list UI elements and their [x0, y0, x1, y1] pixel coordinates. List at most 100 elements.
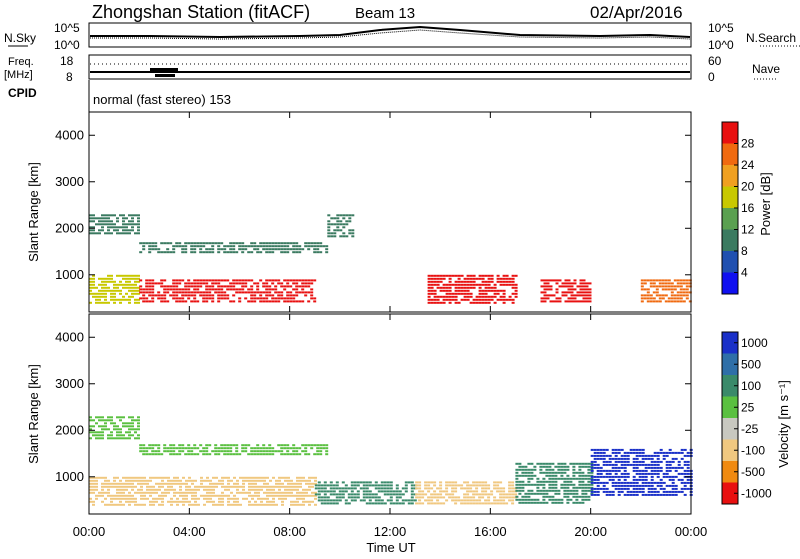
power-data-cell	[552, 300, 556, 303]
freq-right-tick-top: 60	[708, 54, 722, 68]
velocity-data-cell	[566, 486, 570, 489]
velocity-data-cell	[314, 484, 318, 487]
velocity-data-cell	[638, 451, 642, 454]
x-tick-label: 00:00	[73, 524, 106, 539]
power-data-cell	[436, 280, 440, 283]
velocity-data-cell	[182, 494, 185, 497]
power-data-cell	[496, 292, 500, 295]
velocity-data-cell	[518, 501, 522, 504]
power-data-cell	[427, 292, 431, 295]
velocity-data-cell	[226, 453, 230, 456]
power-data-cell	[253, 248, 257, 251]
velocity-data-cell	[176, 482, 179, 485]
velocity-data-cell	[172, 450, 176, 453]
power-data-cell	[430, 274, 434, 277]
power-data-cell	[292, 297, 296, 300]
power-data-cell	[110, 289, 113, 292]
velocity-data-cell	[203, 479, 206, 482]
velocity-data-cell	[128, 482, 131, 485]
power-data-cell	[514, 289, 518, 292]
velocity-data-cell	[380, 490, 384, 493]
velocity-data-cell	[142, 450, 146, 453]
power-data-cell	[567, 282, 571, 285]
velocity-data-cell	[226, 444, 230, 447]
velocity-data-cell	[257, 494, 260, 497]
power-data-cell	[688, 279, 692, 282]
velocity-data-cell	[377, 484, 381, 487]
velocity-data-cell	[410, 481, 414, 484]
velocity-data-cell	[569, 492, 573, 495]
velocity-data-cell	[236, 500, 239, 503]
velocity-data-cell	[542, 471, 546, 474]
power-data-cell	[139, 297, 143, 300]
power-data-cell	[280, 294, 284, 297]
velocity-data-cell	[299, 479, 302, 482]
velocity-data-cell	[557, 468, 561, 471]
power-data-cell	[110, 232, 113, 235]
power-data-cell	[543, 282, 547, 285]
power-data-cell	[101, 217, 104, 220]
freq-right-tick-bottom: 0	[708, 70, 715, 84]
velocity-data-cell	[190, 447, 194, 450]
power-data-cell	[472, 283, 476, 286]
velocity-data-cell	[536, 480, 540, 483]
power-data-cell	[640, 297, 644, 300]
velocity-data-cell	[290, 494, 293, 497]
power-data-cell	[304, 279, 308, 282]
velocity-data-cell	[460, 502, 464, 505]
velocity-data-cell	[263, 479, 266, 482]
velocity-data-cell	[260, 500, 263, 503]
power-data-cell	[427, 283, 431, 286]
velocity-data-cell	[116, 494, 119, 497]
velocity-data-cell	[188, 479, 191, 482]
power-data-cell	[277, 300, 281, 303]
velocity-data-cell	[545, 495, 549, 498]
velocity-data-cell	[575, 495, 579, 498]
velocity-data-cell	[674, 466, 678, 469]
velocity-data-cell	[536, 501, 540, 504]
velocity-data-cell	[128, 491, 131, 494]
velocity-data-cell	[209, 482, 212, 485]
velocity-data-cell	[89, 479, 92, 482]
velocity-data-cell	[227, 482, 230, 485]
power-data-cell	[463, 298, 467, 301]
velocity-data-cell	[122, 425, 125, 428]
velocity-data-cell	[554, 501, 558, 504]
power-data-cell	[98, 292, 101, 295]
velocity-data-cell	[164, 494, 167, 497]
velocity-data-cell	[227, 485, 230, 488]
power-data-cell	[442, 301, 446, 304]
velocity-data-cell	[608, 472, 612, 475]
power-data-cell	[292, 242, 296, 245]
velocity-data-cell	[463, 481, 467, 484]
velocity-data-cell	[377, 496, 381, 499]
power-data-cell	[585, 288, 589, 291]
power-data-cell	[256, 297, 260, 300]
velocity-data-cell	[662, 481, 666, 484]
velocity-data-cell	[212, 476, 215, 479]
power-data-cell	[307, 300, 311, 303]
velocity-data-cell	[104, 503, 107, 506]
velocity-data-cell	[626, 481, 630, 484]
velocity-data-cell	[167, 485, 170, 488]
velocity-data-cell	[205, 444, 209, 447]
velocity-data-cell	[142, 453, 146, 456]
power-data-cell	[511, 292, 515, 295]
velocity-data-cell	[260, 479, 263, 482]
velocity-data-cell	[368, 481, 372, 484]
velocity-data-cell	[329, 481, 333, 484]
velocity-data-cell	[407, 481, 411, 484]
velocity-data-cell	[122, 416, 125, 419]
power-data-cell	[472, 280, 476, 283]
velocity-data-cell	[487, 487, 491, 490]
power-data-cell	[250, 288, 254, 291]
power-data-cell	[348, 214, 352, 217]
velocity-data-cell	[167, 491, 170, 494]
velocity-data-cell	[566, 501, 570, 504]
velocity-data-cell	[178, 450, 182, 453]
velocity-data-cell	[557, 498, 561, 501]
velocity-data-cell	[536, 462, 540, 465]
power-data-cell	[89, 286, 92, 289]
power-data-cell	[226, 251, 230, 254]
velocity-data-cell	[145, 450, 149, 453]
